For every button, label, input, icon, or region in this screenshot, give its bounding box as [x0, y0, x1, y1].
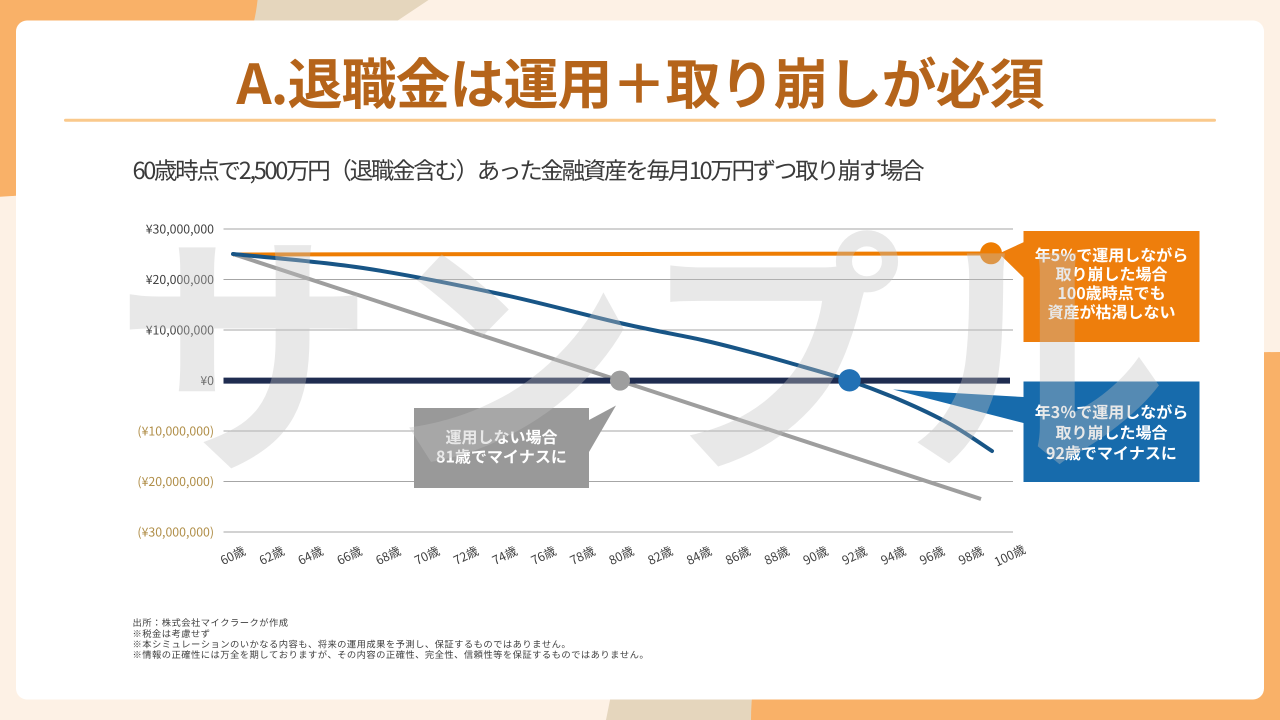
svg-text:81歳でマイナスに: 81歳でマイナスに: [436, 444, 567, 468]
svg-text:サンプル: サンプル: [115, 150, 1171, 527]
svg-text:※税金は考慮せず: ※税金は考慮せず: [133, 626, 211, 640]
svg-text:出所：株式会社マイクラークが作成: 出所：株式会社マイクラークが作成: [133, 615, 289, 629]
svg-text:¥10,000,000: ¥10,000,000: [146, 320, 214, 338]
svg-text:¥0: ¥0: [200, 371, 214, 389]
svg-text:(¥20,000,000): (¥20,000,000): [137, 472, 214, 490]
svg-text:100歳時点でも: 100歳時点でも: [1057, 280, 1165, 304]
svg-text:92歳でマイナスに: 92歳でマイナスに: [1046, 440, 1177, 464]
svg-text:(¥10,000,000): (¥10,000,000): [137, 421, 214, 439]
svg-text:※本シミュレーションのいかなる内容も、将来の運用成果を予測し: ※本シミュレーションのいかなる内容も、将来の運用成果を予測し、保証するものではあ…: [133, 637, 572, 651]
svg-text:取り崩した場合: 取り崩した場合: [1055, 261, 1167, 285]
svg-text:A.退職金は運用＋取り崩しが必須: A.退職金は運用＋取り崩しが必須: [235, 40, 1044, 120]
svg-text:※情報の正確性には万全を期しておりますが、その内容の正確性、: ※情報の正確性には万全を期しておりますが、その内容の正確性、完全性、信頼性等を保…: [133, 647, 650, 661]
svg-text:60歳時点で2,500万円（退職金含む）あった金融資産を毎月: 60歳時点で2,500万円（退職金含む）あった金融資産を毎月10万円ずつ取り崩す…: [133, 152, 925, 186]
svg-text:取り崩した場合: 取り崩した場合: [1055, 420, 1167, 444]
svg-text:¥20,000,000: ¥20,000,000: [146, 270, 214, 288]
svg-text:資産が枯渇しない: 資産が枯渇しない: [1047, 299, 1175, 323]
svg-text:¥30,000,000: ¥30,000,000: [146, 219, 214, 237]
svg-text:年5％で運用しながら: 年5％で運用しながら: [1035, 242, 1188, 266]
svg-text:(¥30,000,000): (¥30,000,000): [137, 522, 214, 540]
svg-text:年3％で運用しながら: 年3％で運用しながら: [1035, 399, 1188, 423]
svg-text:運用しない場合: 運用しない場合: [445, 424, 557, 448]
